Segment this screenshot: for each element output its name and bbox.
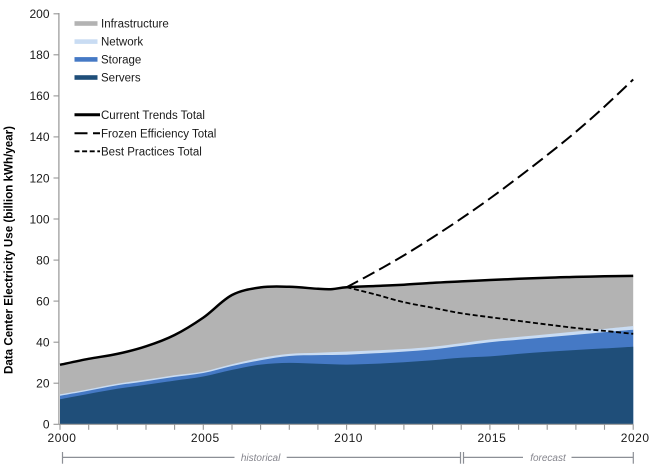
svg-text:180: 180 bbox=[29, 48, 49, 62]
svg-text:160: 160 bbox=[29, 89, 49, 103]
svg-text:0: 0 bbox=[43, 418, 50, 432]
svg-text:Network: Network bbox=[101, 37, 143, 49]
svg-text:200: 200 bbox=[29, 7, 49, 21]
svg-text:80: 80 bbox=[36, 253, 50, 267]
svg-text:historical: historical bbox=[241, 453, 281, 464]
svg-text:100: 100 bbox=[29, 212, 49, 226]
svg-text:40: 40 bbox=[36, 336, 50, 350]
svg-text:2005: 2005 bbox=[191, 431, 220, 445]
svg-text:Frozen Efficiency Total: Frozen Efficiency Total bbox=[101, 128, 216, 140]
svg-text:forecast: forecast bbox=[530, 453, 567, 464]
svg-text:140: 140 bbox=[29, 130, 49, 144]
svg-text:Servers: Servers bbox=[101, 73, 141, 85]
svg-text:120: 120 bbox=[29, 171, 49, 185]
svg-text:Data Center Electricity Use (b: Data Center Electricity Use (billion kWh… bbox=[3, 126, 16, 374]
svg-text:20: 20 bbox=[36, 377, 50, 391]
svg-text:2010: 2010 bbox=[334, 431, 363, 445]
svg-text:2000: 2000 bbox=[48, 431, 77, 445]
svg-text:2015: 2015 bbox=[477, 431, 506, 445]
svg-text:60: 60 bbox=[36, 294, 50, 308]
svg-text:Current Trends Total: Current Trends Total bbox=[101, 110, 205, 122]
svg-text:Storage: Storage bbox=[101, 55, 141, 67]
svg-text:Infrastructure: Infrastructure bbox=[101, 19, 169, 31]
svg-text:2020: 2020 bbox=[621, 431, 650, 445]
svg-text:Best Practices Total: Best Practices Total bbox=[101, 146, 202, 158]
